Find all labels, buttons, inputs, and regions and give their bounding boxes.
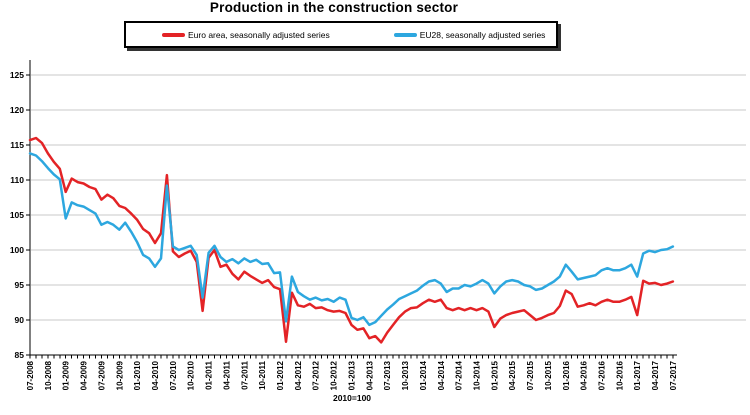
x-tick-label-01-2012: 01-2012 bbox=[276, 360, 285, 390]
x-tick-label-07-2010: 07-2010 bbox=[169, 360, 178, 390]
euro-area-series-line bbox=[28, 136, 675, 344]
y-tick-label-125: 125 bbox=[10, 70, 24, 80]
x-tick-label-04-2015: 04-2015 bbox=[508, 360, 517, 390]
x-tick-label-04-2017: 04-2017 bbox=[651, 360, 660, 390]
y-tick-label-120: 120 bbox=[10, 105, 24, 115]
eu28-line-swatch bbox=[393, 32, 417, 37]
legend-entry-eu28: EU28, seasonally adjusted series bbox=[393, 29, 546, 40]
x-tick-label-04-2014: 04-2014 bbox=[437, 360, 446, 390]
x-tick-label-04-2016: 04-2016 bbox=[580, 360, 589, 390]
x-tick-label-01-2010: 01-2010 bbox=[133, 360, 142, 390]
x-tick-label-01-2011: 01-2011 bbox=[205, 360, 214, 389]
x-tick-label-04-2012: 04-2012 bbox=[294, 360, 303, 390]
x-tick-label-04-2013: 04-2013 bbox=[365, 360, 374, 390]
index-base-note: 2010=100 bbox=[332, 393, 372, 403]
x-tick-label-01-2017: 01-2017 bbox=[633, 360, 642, 390]
x-tick-label-07-2012: 07-2012 bbox=[312, 360, 321, 390]
x-tick-label-07-2013: 07-2013 bbox=[383, 360, 392, 390]
x-tick-label-07-2017: 07-2017 bbox=[669, 360, 678, 390]
x-tick-label-01-2013: 01-2013 bbox=[347, 360, 356, 390]
x-tick-label-07-2011: 07-2011 bbox=[240, 360, 249, 389]
x-tick-label-01-2015: 01-2015 bbox=[490, 360, 499, 390]
x-tick-label-10-2013: 10-2013 bbox=[401, 360, 410, 390]
legend-box: Euro area, seasonally adjusted series EU… bbox=[124, 21, 558, 48]
y-tick-label-110: 110 bbox=[10, 175, 24, 185]
y-tick-label-105: 105 bbox=[10, 210, 24, 220]
x-tick-label-01-2016: 01-2016 bbox=[562, 360, 571, 390]
x-tick-label-10-2014: 10-2014 bbox=[472, 360, 481, 390]
x-tick-label-07-2009: 07-2009 bbox=[97, 360, 106, 390]
y-tick-label-115: 115 bbox=[10, 140, 24, 150]
x-tick-label-10-2009: 10-2009 bbox=[115, 360, 124, 390]
x-tick-label-04-2010: 04-2010 bbox=[151, 360, 160, 390]
y-tick-label-95: 95 bbox=[15, 280, 25, 290]
chart-title: Production in the construction sector bbox=[209, 0, 459, 15]
legend-label-euro-area: Euro area, seasonally adjusted series bbox=[188, 29, 330, 40]
x-tick-label-10-2010: 10-2010 bbox=[187, 360, 196, 390]
x-tick-label-04-2011: 04-2011 bbox=[222, 360, 231, 389]
x-tick-label-10-2012: 10-2012 bbox=[330, 360, 339, 390]
eu28-series-line bbox=[28, 152, 675, 327]
y-tick-label-90: 90 bbox=[15, 315, 25, 325]
x-tick-label-10-2011: 10-2011 bbox=[258, 360, 267, 389]
x-tick-label-07-2016: 07-2016 bbox=[597, 360, 606, 390]
legend-entry-euro-area: Euro area, seasonally adjusted series bbox=[162, 30, 330, 40]
x-tick-label-04-2009: 04-2009 bbox=[80, 360, 89, 390]
x-tick-label-01-2014: 01-2014 bbox=[419, 360, 428, 390]
euro-area-line-swatch bbox=[162, 32, 185, 37]
x-tick-label-07-2014: 07-2014 bbox=[455, 360, 464, 390]
x-tick-label-07-2015: 07-2015 bbox=[526, 360, 535, 390]
y-tick-label-100: 100 bbox=[10, 245, 24, 255]
x-tick-label-10-2015: 10-2015 bbox=[544, 360, 553, 390]
y-tick-label-85: 85 bbox=[15, 350, 25, 360]
x-tick-label-10-2016: 10-2016 bbox=[615, 360, 624, 390]
x-tick-label-07-2008: 07-2008 bbox=[26, 360, 35, 390]
legend-label-eu28: EU28, seasonally adjusted series bbox=[419, 29, 546, 40]
x-tick-label-10-2008: 10-2008 bbox=[44, 360, 53, 390]
x-tick-label-01-2009: 01-2009 bbox=[62, 360, 71, 390]
